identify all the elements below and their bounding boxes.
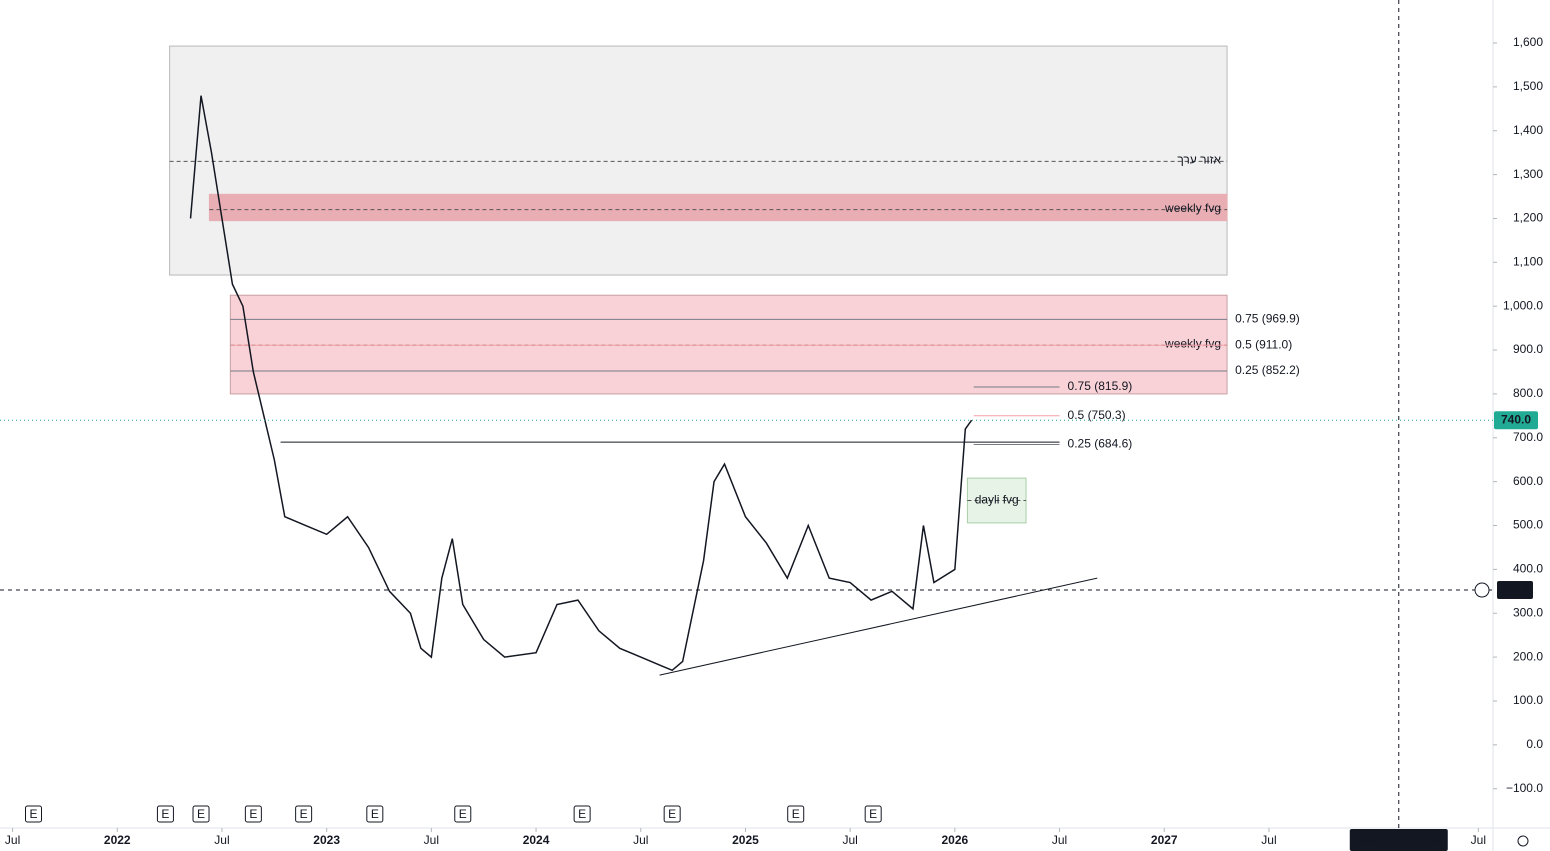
fib-label: 0.75 (969.9) [1235, 312, 1300, 326]
y-tick-label: 0.0 [1526, 737, 1543, 751]
earnings-marker[interactable]: E [864, 805, 882, 823]
earnings-marker[interactable]: E [454, 805, 472, 823]
earnings-label: E [668, 807, 676, 821]
earnings-label: E [197, 807, 205, 821]
earnings-marker[interactable]: E [787, 805, 805, 823]
y-tick-label: 900.0 [1513, 342, 1543, 356]
add-alert[interactable] [1474, 582, 1490, 598]
y-tick-label: 1,000.0 [1503, 298, 1543, 312]
x-tick-label: Jul [214, 833, 229, 847]
y-tick-label: 200.0 [1513, 649, 1543, 663]
earnings-marker[interactable]: E [156, 805, 174, 823]
x-tick-label: Jul [5, 833, 20, 847]
earnings-marker[interactable]: E [244, 805, 262, 823]
earnings-label: E [869, 807, 877, 821]
earnings-box [25, 805, 43, 823]
y-tick-label: −100.0 [1506, 781, 1543, 795]
y-tick-label: 1,200 [1513, 211, 1543, 225]
y-tick-label: 400.0 [1513, 562, 1543, 576]
earnings-label: E [371, 807, 379, 821]
earnings-label: E [29, 807, 37, 821]
y-tick-label: 600.0 [1513, 474, 1543, 488]
fib-label: 0.5 (911.0) [1235, 337, 1292, 351]
earnings-label: E [249, 807, 257, 821]
y-tick-label: 700.0 [1513, 430, 1543, 444]
fib-label: 0.25 (852.2) [1235, 363, 1300, 377]
crosshair-x-label: Mon 14 Feb '28 [1356, 833, 1442, 847]
x-tick-label: Jul [633, 833, 648, 847]
fib-label: 0.75 (815.9) [1068, 379, 1133, 393]
earnings-box [295, 805, 313, 823]
zone-label: weekly fvg [1164, 201, 1221, 215]
crosshair-y-badge [1497, 581, 1533, 600]
x-tick-label: 2024 [523, 833, 550, 847]
earnings-marker[interactable]: E [25, 805, 43, 823]
x-tick-label: Jul [424, 833, 439, 847]
earnings-marker[interactable]: E [366, 805, 384, 823]
y-tick-label: 1,600 [1513, 35, 1543, 49]
earnings-marker[interactable]: E [192, 805, 210, 823]
earnings-box [787, 805, 805, 823]
y-tick-label: 500.0 [1513, 518, 1543, 532]
zone [208, 193, 1228, 222]
x-tick-label: 2026 [941, 833, 968, 847]
earnings-marker[interactable]: E [663, 805, 681, 823]
crosshair-y-label: 352.9 [1500, 582, 1530, 596]
earnings-box [573, 805, 591, 823]
earnings-label: E [161, 807, 169, 821]
last-price-label: 740.0 [1501, 412, 1531, 426]
earnings-box [366, 805, 384, 823]
y-tick-label: 100.0 [1513, 693, 1543, 707]
earnings-marker[interactable]: E [573, 805, 591, 823]
x-tick-label: Jul [1471, 833, 1486, 847]
crosshair-x-badge [1349, 829, 1448, 851]
earnings-label: E [300, 807, 308, 821]
x-tick-label: Jul [1052, 833, 1067, 847]
x-tick-label: 2027 [1151, 833, 1178, 847]
zone [229, 294, 1228, 395]
zone-label: אזור ערך [1177, 153, 1221, 167]
price-line [189, 95, 973, 672]
trendline [659, 577, 1098, 676]
earnings-box [192, 805, 210, 823]
earnings-label: E [459, 807, 467, 821]
zone [169, 45, 1228, 276]
fib-label: 0.5 (750.3) [1068, 408, 1126, 422]
x-tick-label: 2023 [313, 833, 340, 847]
earnings-marker[interactable]: E [295, 805, 313, 823]
earnings-box [663, 805, 681, 823]
gear[interactable] [1517, 835, 1529, 847]
y-tick-label: 1,100 [1513, 254, 1543, 268]
fib-label: 0.25 (684.6) [1068, 437, 1133, 451]
earnings-box [864, 805, 882, 823]
x-tick-label: Jul [1261, 833, 1276, 847]
earnings-box [244, 805, 262, 823]
settings-icon[interactable] [1517, 835, 1529, 847]
x-tick-label: 2022 [104, 833, 131, 847]
x-tick-label: Jul [842, 833, 857, 847]
y-tick-label: 1,300 [1513, 167, 1543, 181]
earnings-label: E [578, 807, 586, 821]
last-price-badge [1494, 411, 1538, 430]
earnings-box [454, 805, 472, 823]
y-tick-label: 300.0 [1513, 605, 1543, 619]
y-tick-label: 1,500 [1513, 79, 1543, 93]
y-tick-label: 800.0 [1513, 386, 1543, 400]
zone-label: weekly fvg [1164, 336, 1221, 350]
earnings-label: E [792, 807, 800, 821]
earnings-box [156, 805, 174, 823]
x-tick-label: 2025 [732, 833, 759, 847]
zone-label: dayli fvg [975, 493, 1019, 507]
y-tick-label: 1,400 [1513, 123, 1543, 137]
